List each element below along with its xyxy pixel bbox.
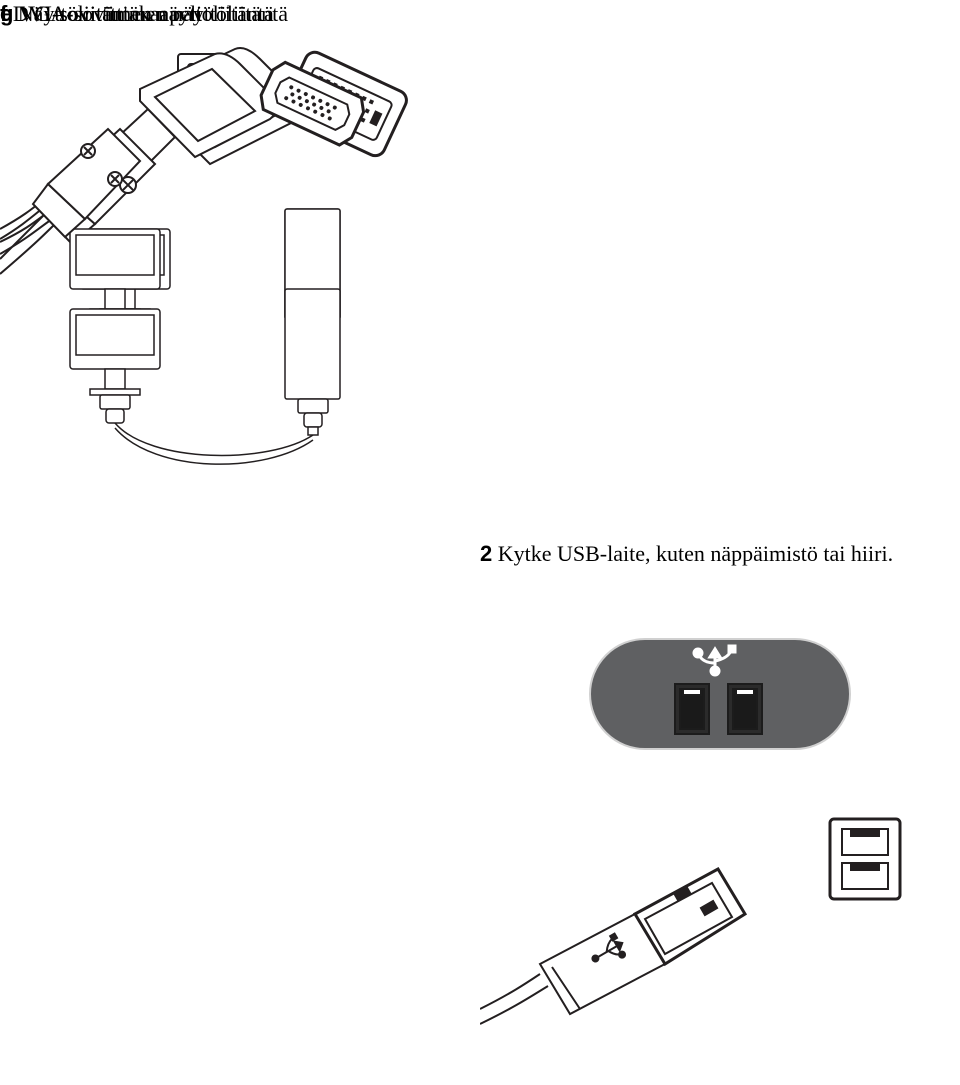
panel-g-label: g VGA-sovittimen näyttöliitäntä	[0, 0, 480, 29]
illustration-usb	[480, 569, 940, 1069]
panel-2-label: 2 Kytke USB-laite, kuten näppäimistö tai…	[480, 540, 920, 569]
panel-2-marker: 2	[480, 541, 492, 566]
panel-g-marker: g	[0, 1, 13, 26]
panel-2-text: Kytke USB-laite, kuten näppäimistö tai h…	[498, 541, 893, 566]
panel-g-text: VGA-sovittimen näyttöliitäntä	[19, 1, 288, 26]
illustration-vga-adapter	[0, 29, 460, 529]
